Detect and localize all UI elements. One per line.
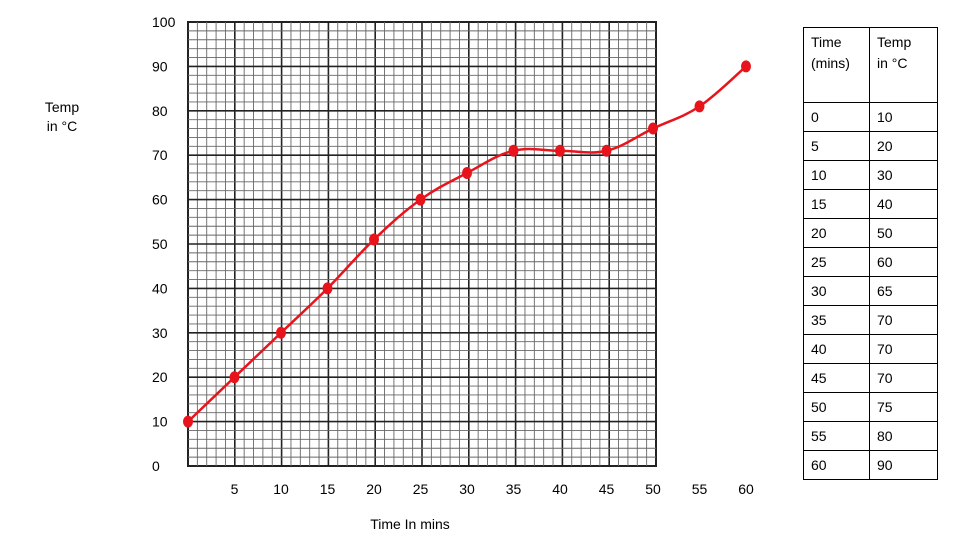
table-row: 10 30: [803, 160, 938, 190]
cell-temp: 70: [869, 305, 938, 335]
x-axis-title: Time In mins: [370, 516, 450, 532]
data-point: [508, 144, 519, 157]
x-tick-label: 5: [231, 481, 239, 497]
y-tick-label: 100: [152, 14, 176, 30]
y-tick-label: 90: [152, 58, 168, 74]
x-tick-label: 40: [552, 481, 568, 497]
data-point: [462, 166, 472, 179]
cell-temp: 70: [869, 334, 938, 364]
table-row: 15 40: [803, 189, 938, 219]
x-tick-label: 35: [506, 481, 522, 497]
cell-temp: 75: [869, 392, 938, 422]
table-header-row: Time (mins) Temp in °C: [803, 27, 938, 103]
cell-time: 15: [803, 189, 870, 219]
data-point: [648, 122, 658, 135]
y-tick-label: 50: [152, 236, 168, 252]
cell-temp: 30: [869, 160, 938, 190]
cell-temp: 50: [869, 218, 938, 248]
cell-time: 60: [803, 450, 870, 480]
cell-temp: 10: [869, 102, 938, 132]
x-tick-label: 55: [692, 481, 708, 497]
y-tick-label: 70: [152, 147, 168, 163]
data-point: [741, 60, 751, 73]
x-tick-label: 15: [320, 481, 336, 497]
x-tick-label: 10: [273, 481, 289, 497]
x-tick-label: 25: [413, 481, 429, 497]
data-point: [183, 415, 193, 428]
y-tick-label: 10: [152, 414, 168, 430]
x-tick-label: 30: [459, 481, 475, 497]
table-row: 55 80: [803, 421, 938, 451]
data-point: [415, 193, 426, 206]
y-tick-label: 40: [152, 280, 168, 296]
data-point: [322, 282, 333, 295]
cell-time: 5: [803, 131, 870, 161]
cell-time: 10: [803, 160, 870, 190]
grid: [187, 21, 657, 467]
cell-temp: 70: [869, 363, 938, 393]
cell-temp: 40: [869, 189, 938, 219]
cell-time: 55: [803, 421, 870, 451]
table-row: 60 90: [803, 450, 938, 480]
cell-time: 0: [803, 102, 870, 132]
y-tick-label: 0: [152, 458, 160, 474]
table-row: 40 70: [803, 334, 938, 364]
x-tick-label: 60: [738, 481, 754, 497]
y-tick-label: 30: [152, 325, 168, 341]
data-point: [276, 326, 286, 339]
y-axis-ticks: 0 10 20 30 40 50 60 70 80 90 100: [152, 14, 176, 474]
table-row: 30 65: [803, 276, 938, 306]
table-row: 25 60: [803, 247, 938, 277]
x-tick-label: 45: [599, 481, 615, 497]
table-row: 50 75: [803, 392, 938, 422]
data-table: Time (mins) Temp in °C 0 10 5 20 10 30 15 40 20 5…: [803, 27, 938, 480]
cell-temp: 65: [869, 276, 938, 306]
table-row: 0 10: [803, 102, 938, 132]
x-axis-ticks: 5 10 15 20 25 30 35 40 45 50 55 60: [231, 481, 754, 497]
y-axis-title: Temp in °C: [44, 99, 80, 134]
table-row: 45 70: [803, 363, 938, 393]
data-point: [601, 144, 612, 157]
cell-time: 35: [803, 305, 870, 335]
table-body: 0 10 5 20 10 30 15 40 20 50 25 60 30 65 35 70 40 70 45 70 50…: [803, 102, 938, 480]
x-tick-label: 50: [645, 481, 661, 497]
y-tick-label: 60: [152, 192, 168, 208]
header-time: Time (mins): [803, 27, 870, 103]
cell-time: 45: [803, 363, 870, 393]
data-point: [229, 371, 240, 384]
cell-time: 40: [803, 334, 870, 364]
header-temp: Temp in °C: [869, 27, 938, 103]
cell-time: 50: [803, 392, 870, 422]
cell-temp: 20: [869, 131, 938, 161]
table-row: 35 70: [803, 305, 938, 335]
table-row: 20 50: [803, 218, 938, 248]
cell-time: 30: [803, 276, 870, 306]
cell-temp: 80: [869, 421, 938, 451]
y-tick-label: 20: [152, 369, 168, 385]
cell-time: 25: [803, 247, 870, 277]
table-row: 5 20: [803, 131, 938, 161]
data-point: [694, 100, 705, 113]
data-point: [555, 144, 565, 157]
data-point: [369, 233, 379, 246]
x-tick-label: 20: [366, 481, 382, 497]
cell-time: 20: [803, 218, 870, 248]
cell-temp: 90: [869, 450, 938, 480]
cell-temp: 60: [869, 247, 938, 277]
data-points: [183, 60, 751, 428]
y-tick-label: 80: [152, 103, 168, 119]
